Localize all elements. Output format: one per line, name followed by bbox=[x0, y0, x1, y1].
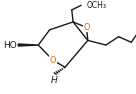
Text: OCH₃: OCH₃ bbox=[86, 1, 106, 10]
Text: HO: HO bbox=[3, 41, 17, 50]
Text: H: H bbox=[51, 76, 58, 85]
Text: O: O bbox=[83, 23, 90, 32]
Polygon shape bbox=[18, 44, 38, 46]
Text: O: O bbox=[50, 56, 56, 65]
